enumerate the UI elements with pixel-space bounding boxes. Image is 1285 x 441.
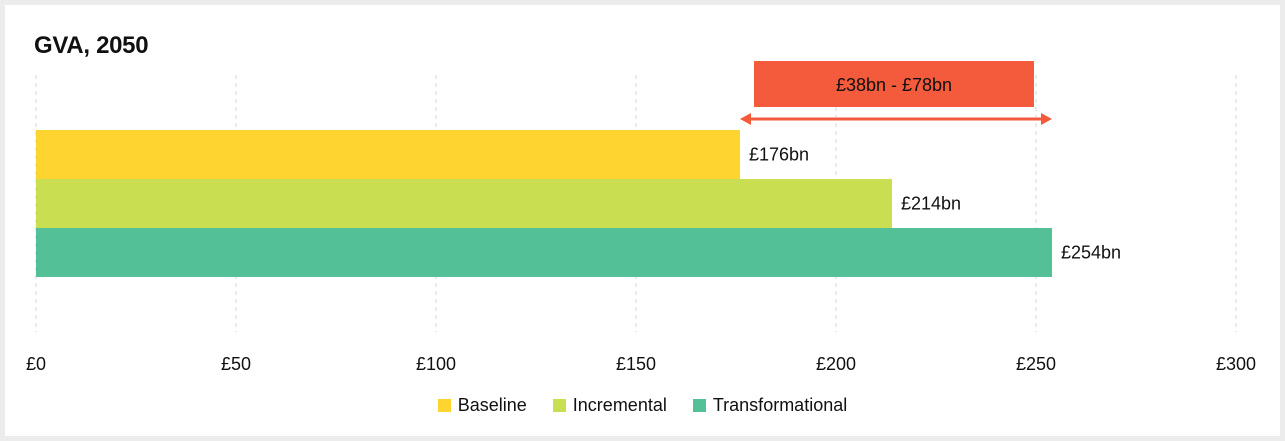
range-arrow-right-head xyxy=(1041,113,1052,125)
bars xyxy=(36,130,1052,277)
x-tick-label: £50 xyxy=(221,354,251,374)
bar-transformational xyxy=(36,228,1052,277)
range-label: £38bn - £78bn xyxy=(836,75,952,95)
range-annotation: £38bn - £78bn xyxy=(740,61,1052,125)
legend-swatch-transformational xyxy=(692,399,706,412)
legend-swatch-incremental xyxy=(552,399,566,412)
x-tick-label: £200 xyxy=(816,354,856,374)
x-tick-label: £0 xyxy=(26,354,46,374)
x-tick-label: £250 xyxy=(1016,354,1056,374)
bar-baseline xyxy=(36,130,740,179)
x-axis-ticks: £0 £50 £100 £150 £200 £250 £300 xyxy=(26,354,1256,374)
legend-label-transformational: Transformational xyxy=(712,395,848,415)
legend-item-baseline: Baseline xyxy=(437,395,527,416)
legend-swatch-baseline xyxy=(437,399,451,412)
range-box xyxy=(754,61,1034,107)
x-tick-label: £300 xyxy=(1216,354,1256,374)
bar-labels: £176bn £214bn £254bn xyxy=(749,145,1121,263)
legend-item-incremental: Incremental xyxy=(552,395,667,416)
legend-label-incremental: Incremental xyxy=(572,395,667,415)
bar-label-transformational: £254bn xyxy=(1061,243,1121,263)
range-arrow-left-head xyxy=(740,113,751,125)
legend-item-transformational: Transformational xyxy=(692,395,848,416)
legend: Baseline Incremental Transformational xyxy=(0,395,1285,416)
x-tick-label: £150 xyxy=(616,354,656,374)
bar-incremental xyxy=(36,179,892,228)
bar-label-baseline: £176bn xyxy=(749,145,809,165)
bar-label-incremental: £214bn xyxy=(901,194,961,214)
x-tick-label: £100 xyxy=(416,354,456,374)
chart-title: GVA, 2050 xyxy=(34,32,149,59)
legend-label-baseline: Baseline xyxy=(457,395,527,415)
